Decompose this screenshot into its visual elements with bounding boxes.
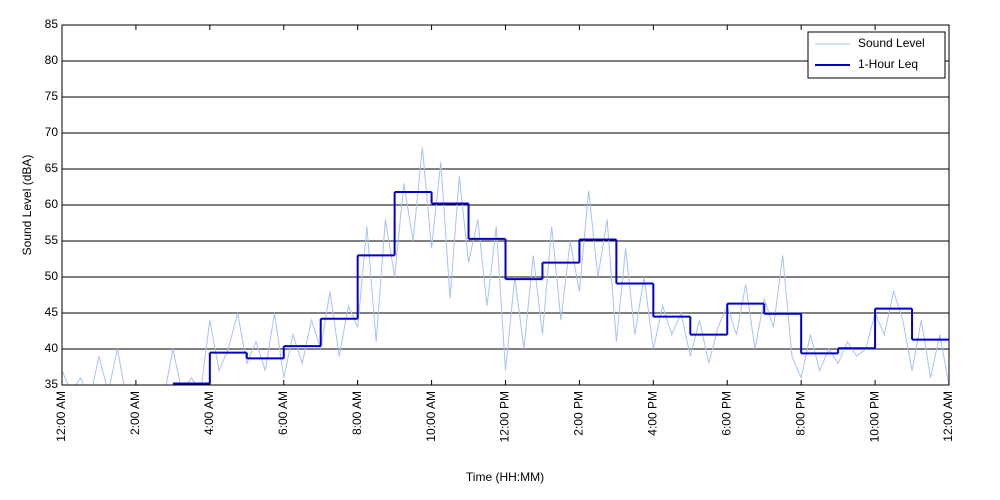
- y-axis-label: Sound Level (dBA): [20, 155, 34, 256]
- legend-box: [807, 31, 946, 79]
- legend-label: Sound Level: [858, 36, 925, 50]
- y-tick-label: 80: [45, 53, 59, 67]
- x-tick-label: 2:00 PM: [572, 391, 586, 436]
- x-tick-label: 6:00 AM: [276, 391, 290, 435]
- x-tick-label: 10:00 PM: [867, 391, 881, 442]
- x-tick-label: 12:00 AM: [54, 391, 68, 442]
- plot-lines: [62, 147, 949, 385]
- x-tick-label: 8:00 PM: [793, 391, 807, 436]
- plot-frame: [61, 24, 950, 386]
- x-tick-label: 8:00 AM: [350, 391, 364, 435]
- x-tick-label: 2:00 AM: [128, 391, 142, 435]
- y-tick-label: 70: [45, 125, 59, 139]
- y-tick-label: 75: [45, 89, 59, 103]
- x-tick-label: 4:00 AM: [202, 391, 216, 435]
- sound-level-line: [62, 147, 949, 385]
- y-tick-label: 65: [45, 161, 59, 175]
- y-tick-label: 40: [45, 341, 59, 355]
- y-tick-label: 50: [45, 269, 59, 283]
- leq-step-connector: [208, 192, 914, 384]
- y-tick-label: 35: [45, 377, 59, 391]
- x-axis-label: Time (HH:MM): [466, 470, 544, 484]
- y-tick-label: 60: [45, 197, 59, 211]
- x-tick-label: 4:00 PM: [646, 391, 660, 436]
- y-tick-label: 55: [45, 233, 59, 247]
- x-tick-label: 12:00 AM: [941, 391, 955, 442]
- x-tick-label: 10:00 AM: [424, 391, 438, 442]
- x-tick-label: 6:00 PM: [719, 391, 733, 436]
- legend-label: 1-Hour Leq: [858, 57, 918, 71]
- x-tick-label: 12:00 PM: [498, 391, 512, 442]
- y-tick-label: 85: [45, 17, 59, 31]
- y-tick-label: 45: [45, 305, 59, 319]
